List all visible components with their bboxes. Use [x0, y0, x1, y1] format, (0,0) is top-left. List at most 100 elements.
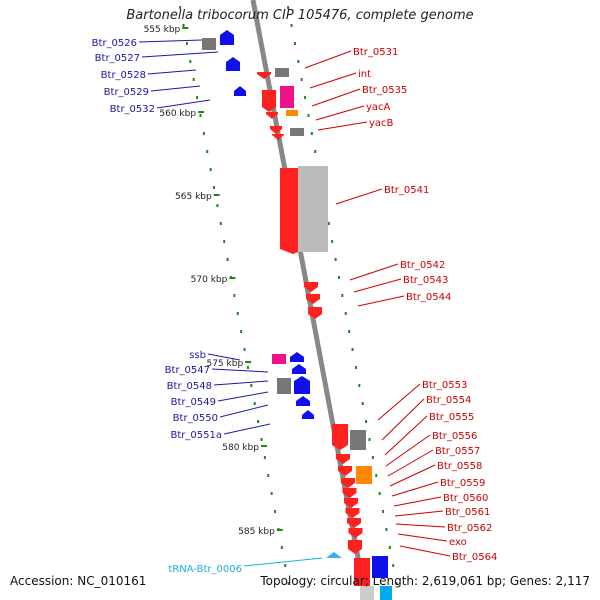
label-leader	[384, 415, 428, 456]
label-leader	[394, 510, 444, 517]
reverse-gene-arrow	[234, 86, 246, 96]
gene-block	[380, 586, 392, 600]
forward-gene-label: Btr_0541	[384, 185, 429, 196]
label-leader	[377, 383, 421, 421]
reverse-gene-arrow	[294, 376, 310, 394]
label-leader	[399, 545, 451, 557]
label-leader	[217, 391, 269, 402]
forward-gene-arrow	[332, 424, 348, 450]
reverse-gene-label: Btr_0526	[92, 38, 137, 49]
label-leader	[353, 278, 402, 293]
gene-block	[298, 166, 328, 252]
accession-text: Accession: NC_010161	[10, 574, 147, 588]
forward-gene-arrow	[336, 454, 350, 464]
forward-gene-arrow	[257, 72, 271, 79]
forward-gene-arrow	[348, 540, 362, 554]
label-leader	[223, 423, 271, 435]
label-leader	[317, 121, 368, 131]
reverse-gene-label: Btr_0547	[165, 365, 210, 376]
forward-gene-label: Btr_0564	[452, 552, 497, 563]
forward-gene-label: Btr_0556	[432, 431, 477, 442]
gene-block	[350, 430, 366, 450]
reverse-gene-arrow	[226, 57, 240, 71]
scale-label: 565 kbp	[175, 192, 212, 202]
label-leader	[243, 557, 323, 567]
forward-gene-arrow	[342, 488, 357, 498]
label-leader	[304, 50, 352, 69]
label-leader	[357, 295, 405, 307]
label-leader	[315, 105, 365, 121]
forward-gene-label: Btr_0562	[447, 523, 492, 534]
reverse-gene-arrow	[290, 352, 304, 362]
label-leader	[385, 434, 431, 467]
label-leader	[138, 39, 203, 43]
forward-gene-label: Btr_0555	[429, 412, 474, 423]
trna-gene-mark	[326, 552, 342, 558]
reverse-gene-label: Btr_0528	[101, 70, 146, 81]
gene-block	[275, 68, 289, 77]
forward-gene-arrow	[338, 466, 352, 476]
label-leader	[147, 69, 197, 75]
forward-gene-label: exo	[449, 537, 467, 548]
forward-gene-label: Btr_0557	[435, 446, 480, 457]
gene-block	[272, 354, 286, 364]
reverse-gene-label: Btr_0548	[167, 381, 212, 392]
label-leader	[335, 188, 383, 205]
label-leader	[381, 398, 425, 441]
label-leader	[219, 404, 269, 418]
forward-gene-label: Btr_0531	[353, 47, 398, 58]
scale-label: 585 kbp	[238, 527, 275, 537]
forward-gene-label: Btr_0559	[440, 478, 485, 489]
gene-block	[290, 128, 304, 136]
gene-block	[360, 586, 374, 600]
reverse-gene-arrow	[292, 364, 306, 374]
forward-gene-label: Btr_0558	[437, 461, 482, 472]
forward-gene-arrow	[308, 307, 322, 319]
gene-block	[202, 38, 216, 50]
label-leader	[389, 464, 436, 487]
label-leader	[213, 380, 269, 386]
gene-block	[372, 556, 388, 578]
forward-gene-arrow	[262, 90, 276, 112]
gene-block	[354, 558, 370, 586]
forward-gene-arrow	[304, 282, 318, 292]
scale-label: 560 kbp	[159, 109, 196, 119]
label-leader	[309, 72, 357, 89]
label-leader	[211, 368, 269, 373]
label-leader	[397, 533, 448, 542]
forward-gene-label: Btr_0542	[400, 260, 445, 271]
reverse-gene-label: Btr_0549	[171, 397, 216, 408]
forward-gene-arrow	[266, 112, 278, 119]
reverse-gene-arrow	[302, 410, 314, 419]
forward-gene-arrow	[345, 508, 360, 518]
reverse-gene-label: Btr_0550	[173, 413, 218, 424]
reverse-gene-label: Btr_0532	[110, 104, 155, 115]
label-leader	[349, 263, 399, 281]
forward-gene-label: int	[358, 69, 371, 80]
label-leader	[311, 88, 361, 107]
forward-gene-label: Btr_0544	[406, 292, 451, 303]
forward-gene-label: Btr_0561	[445, 507, 490, 518]
forward-gene-arrow	[347, 518, 361, 528]
forward-gene-label: Btr_0554	[426, 395, 471, 406]
scale-label: 555 kbp	[144, 25, 181, 35]
gene-block	[356, 466, 372, 484]
reverse-gene-arrow	[296, 396, 310, 406]
label-leader	[156, 99, 211, 109]
forward-gene-label: yacA	[366, 102, 391, 113]
forward-gene-arrow	[306, 294, 320, 304]
map-title: Bartonella tribocorum CIP 105476, comple…	[126, 8, 474, 23]
forward-gene-label: Btr_0543	[403, 275, 448, 286]
reverse-gene-label: Btr_0527	[95, 53, 140, 64]
forward-gene-label: Btr_0553	[422, 380, 467, 391]
scale-label: 575 kbp	[206, 359, 243, 369]
reverse-gene-label: Btr_0529	[104, 87, 149, 98]
label-leader	[207, 353, 241, 361]
gene-block	[286, 110, 298, 116]
label-leader	[391, 481, 439, 497]
gene-block	[280, 86, 294, 108]
reverse-gene-arrow	[220, 30, 234, 45]
forward-gene-label: Btr_0560	[443, 493, 488, 504]
